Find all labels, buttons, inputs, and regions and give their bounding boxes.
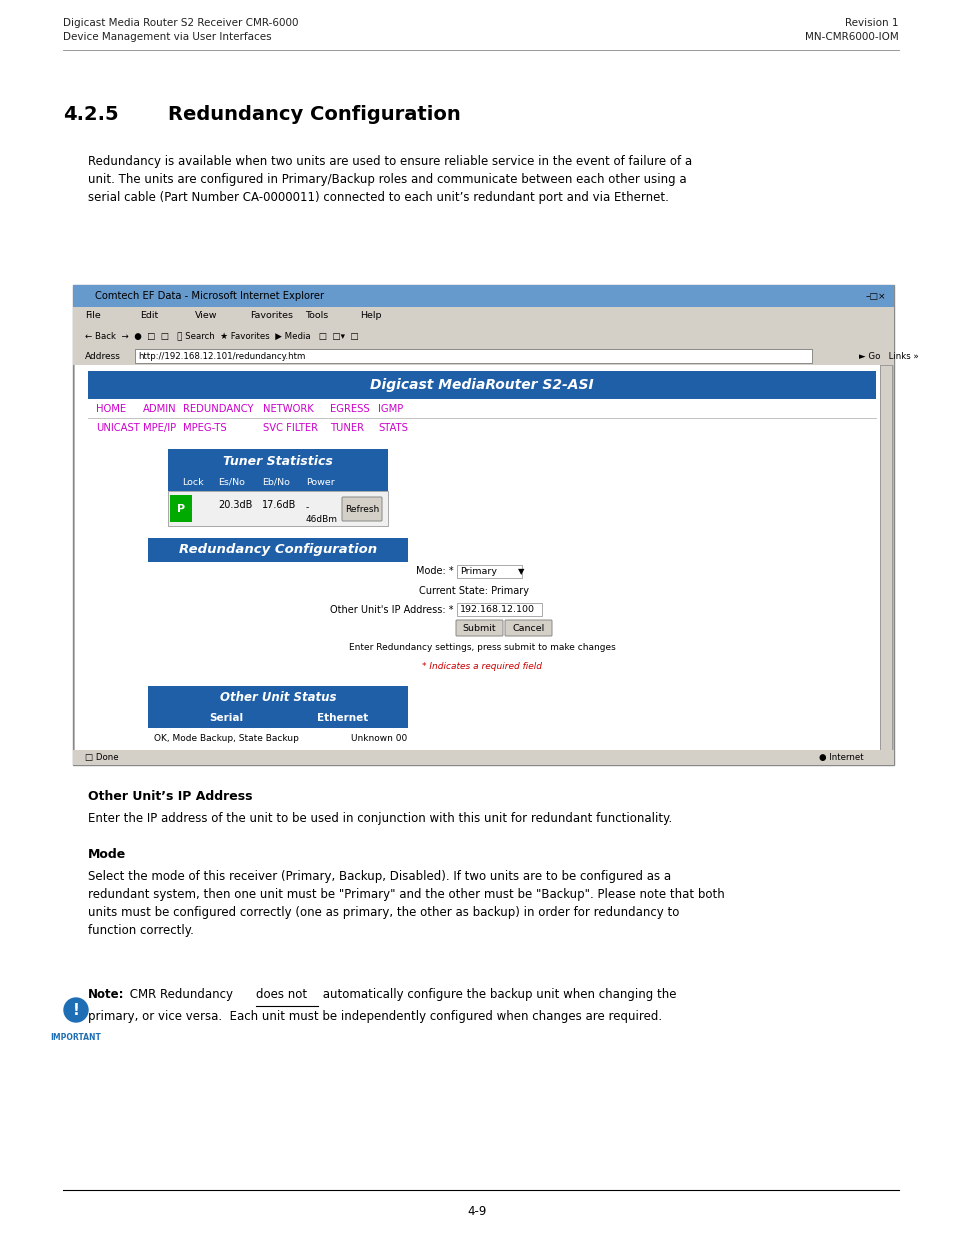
Text: MN-CMR6000-IOM: MN-CMR6000-IOM [804,32,898,42]
Text: ● Internet: ● Internet [818,753,862,762]
Text: 192.168.12.100: 192.168.12.100 [459,605,535,614]
Text: Lock: Lock [182,478,203,487]
Text: ADMIN: ADMIN [143,404,176,414]
Text: Edit: Edit [140,311,158,321]
FancyBboxPatch shape [73,325,893,347]
FancyBboxPatch shape [73,285,893,308]
FancyBboxPatch shape [73,308,893,325]
Text: Other Unit’s IP Address: Other Unit’s IP Address [88,790,253,803]
Text: !: ! [72,1003,79,1018]
Text: Ethernet: Ethernet [317,713,368,722]
Text: Unknown 00: Unknown 00 [351,734,407,742]
FancyBboxPatch shape [88,370,875,399]
Text: View: View [194,311,217,321]
FancyBboxPatch shape [456,564,521,578]
FancyBboxPatch shape [168,450,388,473]
Circle shape [64,998,88,1023]
FancyBboxPatch shape [879,366,891,750]
Text: Comtech EF Data - Microsoft Internet Explorer: Comtech EF Data - Microsoft Internet Exp… [95,291,324,301]
Text: Favorites: Favorites [250,311,293,321]
Text: HOME: HOME [96,404,126,414]
Text: ← Back  →  ●  □  □   ⌕ Search  ★ Favorites  ▶ Media   □  □▾  □: ← Back → ● □ □ ⌕ Search ★ Favorites ▶ Me… [85,331,358,341]
Text: ▼: ▼ [517,567,524,576]
FancyBboxPatch shape [168,473,388,492]
Text: STATS: STATS [377,422,408,432]
FancyBboxPatch shape [341,496,381,521]
Text: Serial: Serial [209,713,243,722]
Text: 20.3dB: 20.3dB [218,499,253,510]
Text: * Indicates a required field: * Indicates a required field [421,662,541,671]
Text: 4-9: 4-9 [467,1205,486,1218]
FancyBboxPatch shape [148,538,408,562]
FancyBboxPatch shape [456,603,541,616]
FancyBboxPatch shape [456,620,502,636]
Text: Other Unit's IP Address: *: Other Unit's IP Address: * [330,604,454,615]
Text: -
46dBm: - 46dBm [306,504,337,524]
Text: Power: Power [306,478,335,487]
FancyBboxPatch shape [168,492,388,526]
Text: Digicast MediaRouter S2-ASI: Digicast MediaRouter S2-ASI [370,378,593,391]
Text: OK, Mode Backup, State Backup: OK, Mode Backup, State Backup [153,734,298,742]
Text: Device Management via User Interfaces: Device Management via User Interfaces [63,32,272,42]
FancyBboxPatch shape [73,750,893,764]
Text: Es/No: Es/No [218,478,245,487]
FancyBboxPatch shape [135,350,811,363]
Text: Tuner Statistics: Tuner Statistics [223,454,333,468]
Text: Redundancy is available when two units are used to ensure reliable service in th: Redundancy is available when two units a… [88,156,691,204]
Text: NETWORK: NETWORK [263,404,314,414]
Text: Address: Address [85,352,121,361]
Text: http://192.168.12.101/redundancy.htm: http://192.168.12.101/redundancy.htm [138,352,305,361]
Text: Help: Help [359,311,381,321]
Text: Mode: *: Mode: * [416,567,454,577]
Text: Eb/No: Eb/No [262,478,290,487]
Text: □ Done: □ Done [85,753,118,762]
Text: 4.2.5: 4.2.5 [63,105,118,124]
Text: Note:: Note: [88,988,125,1002]
Text: P: P [176,504,185,514]
Text: Redundancy Configuration: Redundancy Configuration [179,543,376,557]
Text: Select the mode of this receiver (Primary, Backup, Disabled). If two units are t: Select the mode of this receiver (Primar… [88,869,724,937]
Text: MPE/IP: MPE/IP [143,422,176,432]
FancyBboxPatch shape [170,495,192,522]
FancyBboxPatch shape [73,347,893,366]
FancyBboxPatch shape [88,417,875,437]
Text: Current State: Primary: Current State: Primary [418,585,529,595]
Text: Tools: Tools [305,311,328,321]
Text: ► Go   Links »: ► Go Links » [858,352,918,361]
Text: Enter the IP address of the unit to be used in conjunction with this unit for re: Enter the IP address of the unit to be u… [88,811,672,825]
Text: Other Unit Status: Other Unit Status [219,690,335,704]
Text: Mode: Mode [88,848,126,861]
Text: IGMP: IGMP [377,404,403,414]
FancyBboxPatch shape [148,708,408,727]
Text: Cancel: Cancel [512,624,544,634]
Text: Revision 1: Revision 1 [844,19,898,28]
FancyBboxPatch shape [73,285,893,764]
Text: Primary: Primary [459,567,497,576]
Text: Digicast Media Router S2 Receiver CMR-6000: Digicast Media Router S2 Receiver CMR-60… [63,19,298,28]
Text: CMR Redundancy: CMR Redundancy [126,988,236,1002]
Text: File: File [85,311,101,321]
Text: REDUNDANCY: REDUNDANCY [183,404,253,414]
Text: 17.6dB: 17.6dB [262,499,296,510]
Text: automatically configure the backup unit when changing the: automatically configure the backup unit … [318,988,676,1002]
Text: MPEG-TS: MPEG-TS [183,422,227,432]
FancyBboxPatch shape [75,366,879,750]
Text: primary, or vice versa.  Each unit must be independently configured when changes: primary, or vice versa. Each unit must b… [88,1010,661,1023]
Text: does not: does not [255,988,307,1002]
Text: –□×: –□× [864,291,885,300]
FancyBboxPatch shape [504,620,552,636]
Text: Enter Redundancy settings, press submit to make changes: Enter Redundancy settings, press submit … [348,643,615,652]
Text: UNICAST: UNICAST [96,422,139,432]
Text: TUNER: TUNER [330,422,364,432]
Text: EGRESS: EGRESS [330,404,369,414]
FancyBboxPatch shape [88,399,875,417]
Text: Refresh: Refresh [345,505,378,514]
FancyBboxPatch shape [148,685,408,708]
FancyBboxPatch shape [148,727,408,748]
Text: Redundancy Configuration: Redundancy Configuration [168,105,460,124]
Text: IMPORTANT: IMPORTANT [51,1032,101,1042]
Text: Submit: Submit [462,624,496,634]
Text: SVC FILTER: SVC FILTER [263,422,317,432]
